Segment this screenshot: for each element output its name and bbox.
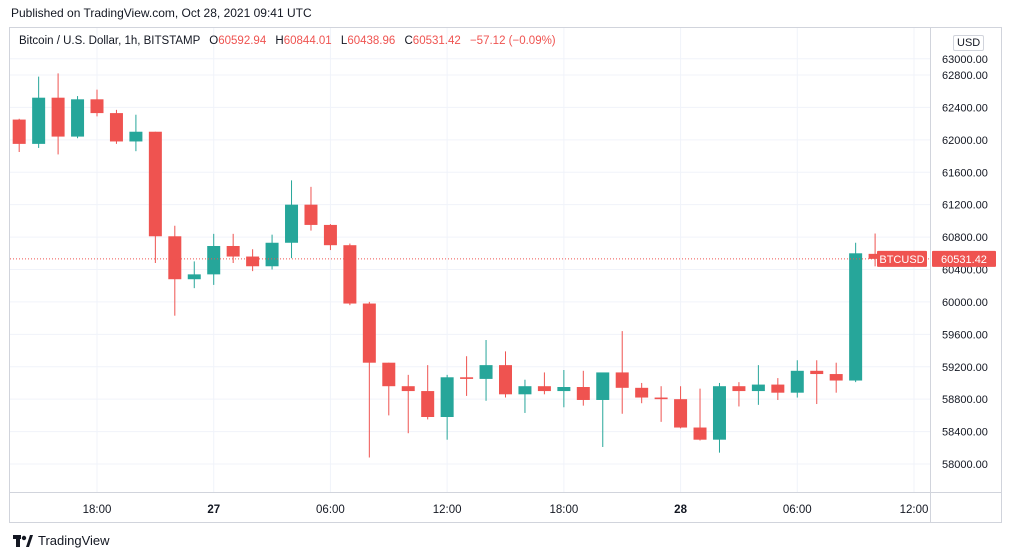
candle-body xyxy=(226,245,240,257)
y-tick-label: 61200.00 xyxy=(942,200,988,212)
candle-body xyxy=(401,386,415,392)
y-tick-label: 62000.00 xyxy=(942,135,988,147)
candle-body xyxy=(382,362,396,387)
legend-symbol: Bitcoin / U.S. Dollar, 1h, BITSTAMP xyxy=(19,35,201,47)
price-overlay: BTCUSD 60531.42 xyxy=(10,250,996,267)
candle-body xyxy=(362,303,376,363)
published-caption: Published on TradingView.com, Oct 28, 20… xyxy=(11,6,312,20)
x-tick-label: 28 xyxy=(674,504,687,516)
y-tick-label: 58400.00 xyxy=(942,427,988,439)
candle-body xyxy=(615,372,629,388)
candle-body xyxy=(421,391,435,417)
candle-body xyxy=(460,377,474,379)
brand-name: TradingView xyxy=(38,533,110,548)
legend-high-value: 60844.01 xyxy=(283,35,332,47)
candle-body xyxy=(829,374,843,381)
candle-body xyxy=(168,236,182,280)
x-tick-label: 12:00 xyxy=(433,504,462,516)
candle-body xyxy=(654,397,668,400)
candle-body xyxy=(790,370,804,393)
x-tick-label: 12:00 xyxy=(900,504,929,516)
candle-body xyxy=(868,253,882,259)
candle-body xyxy=(109,113,123,142)
candle-body xyxy=(304,204,318,225)
price-tag-bg xyxy=(932,250,996,267)
y-tick-label: 58000.00 xyxy=(942,459,988,471)
candle-body xyxy=(129,131,143,142)
candle-body xyxy=(596,372,610,400)
legend-change-value: −57.12 (−0.09%) xyxy=(469,35,556,47)
candle-body xyxy=(207,245,221,275)
symbol-tag: BTCUSD xyxy=(879,254,924,266)
candle-body xyxy=(32,97,46,144)
candle-body xyxy=(557,387,571,392)
candle-body xyxy=(674,399,688,428)
candle-body xyxy=(693,427,707,440)
legend-low-value: 60438.96 xyxy=(347,35,396,47)
y-tick-label: 58800.00 xyxy=(942,394,988,406)
candle-body xyxy=(323,224,337,246)
candle-body xyxy=(285,204,299,243)
candles xyxy=(12,73,882,458)
x-tick-label: 27 xyxy=(207,504,220,516)
x-tick-label: 18:00 xyxy=(83,504,112,516)
x-tick-label: 06:00 xyxy=(783,504,812,516)
axes: 58000.00 58400.00 58800.00 59200.00 59600.00… xyxy=(10,28,1001,522)
chart-legend: Bitcoin / U.S. Dollar, 1h, BITSTAMP O605… xyxy=(19,35,556,47)
candle-body xyxy=(148,131,162,237)
y-tick-label: 60000.00 xyxy=(942,297,988,309)
y-tick-label: 60400.00 xyxy=(942,265,988,277)
candle-body xyxy=(90,99,104,114)
candle-body xyxy=(71,99,85,137)
candle-body xyxy=(51,97,65,137)
candle-body xyxy=(265,242,279,267)
candle-body xyxy=(499,365,512,395)
candle-body xyxy=(246,256,260,267)
y-tick-label: 63000.00 xyxy=(942,54,988,66)
candle-body xyxy=(732,386,746,392)
candle-body xyxy=(771,384,785,393)
grid-lines xyxy=(10,28,930,492)
y-tick-label: 60800.00 xyxy=(942,232,988,244)
candle-body xyxy=(518,386,532,395)
candle-body xyxy=(479,365,493,379)
candle-body xyxy=(440,377,454,417)
candle-body xyxy=(187,274,201,280)
legend-open-label: O xyxy=(209,35,219,47)
candle-body xyxy=(712,386,726,440)
legend-low-label: L xyxy=(340,35,348,47)
y-tick-label: 62400.00 xyxy=(942,102,988,114)
y-tick-label: 59200.00 xyxy=(942,362,988,374)
candle-body xyxy=(343,245,357,304)
y-tick-label: 59600.00 xyxy=(942,329,988,341)
legend-close-value: 60531.42 xyxy=(412,35,461,47)
legend-close-label: C xyxy=(404,35,413,47)
y-tick-label: 61600.00 xyxy=(942,167,988,179)
candle-body xyxy=(810,370,824,375)
brand-footer[interactable]: TradingView xyxy=(13,533,110,548)
currency-button[interactable]: USD xyxy=(953,35,985,51)
symbol-tag-bg xyxy=(877,250,927,267)
candle-body xyxy=(576,387,590,400)
legend-open-value: 60592.94 xyxy=(218,35,267,47)
candle-body xyxy=(751,384,765,392)
x-tick-label: 18:00 xyxy=(549,504,578,516)
candle-body xyxy=(12,119,26,144)
legend-high-label: H xyxy=(275,35,284,47)
candle-body xyxy=(537,386,551,392)
chart-frame xyxy=(9,27,1002,523)
x-tick-label: 06:00 xyxy=(316,504,345,516)
candle-body xyxy=(635,387,649,398)
candle-body xyxy=(849,253,863,381)
y-tick-label: 62800.00 xyxy=(942,70,988,82)
price-tag: 60531.42 xyxy=(941,254,987,266)
tradingview-logo-icon xyxy=(13,534,33,547)
